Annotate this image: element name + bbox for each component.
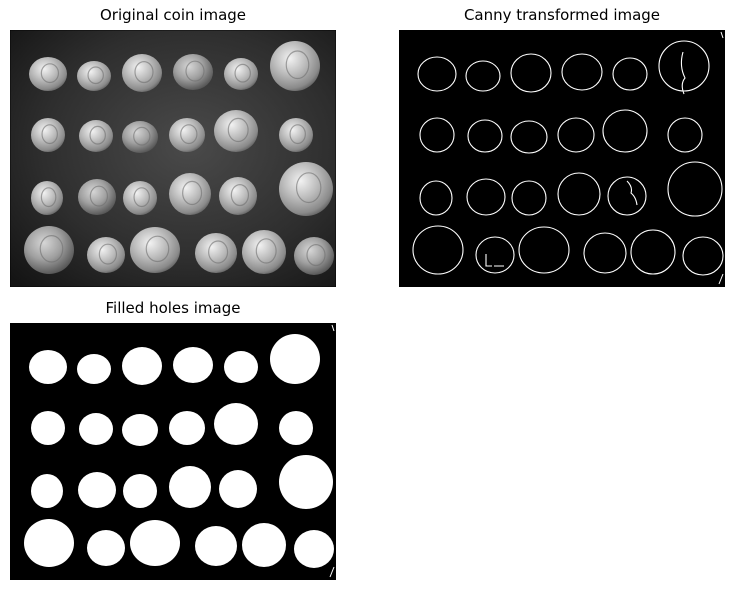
coin-photo	[242, 230, 286, 274]
coin-filled	[78, 472, 116, 508]
coin-photo	[270, 41, 320, 91]
coin-photo	[219, 177, 257, 215]
canny-edge-image	[399, 30, 725, 287]
coin-filled	[214, 403, 258, 445]
panel-title-original: Original coin image	[10, 6, 336, 24]
coin-filled	[242, 523, 286, 567]
coin-filled	[122, 347, 162, 385]
coin-filled	[31, 411, 65, 445]
coin-filled	[169, 411, 205, 445]
coin-filled	[123, 474, 157, 508]
coin-photo	[87, 237, 125, 273]
coin-filled	[87, 530, 125, 566]
coin-photo	[294, 237, 334, 275]
coin-photo	[279, 118, 313, 152]
coin-photo	[77, 61, 111, 91]
original-coin-image	[10, 30, 336, 287]
coin-photo	[79, 120, 113, 152]
coin-filled	[219, 470, 257, 508]
coin-photo	[173, 54, 213, 90]
panel-title-canny: Canny transformed image	[399, 6, 725, 24]
coin-filled	[122, 414, 158, 446]
coin-filled	[77, 354, 111, 384]
coin-filled	[31, 474, 63, 508]
coin-filled	[294, 530, 334, 568]
coin-filled	[279, 411, 313, 445]
coin-photo	[122, 121, 158, 153]
filled-holes-image	[10, 323, 336, 580]
coin-photo	[214, 110, 258, 152]
coin-filled	[29, 350, 67, 384]
coin-filled	[79, 413, 113, 445]
coin-photo	[123, 181, 157, 215]
coin-filled	[130, 520, 180, 566]
coin-photo	[195, 233, 237, 273]
coin-photo	[279, 162, 333, 216]
coin-filled	[195, 526, 237, 566]
panel-title-filled: Filled holes image	[10, 299, 336, 317]
coin-filled	[270, 334, 320, 384]
coin-filled	[224, 351, 258, 383]
coin-filled	[169, 466, 211, 508]
coin-filled	[173, 347, 213, 383]
coin-filled	[24, 519, 74, 567]
coin-photo	[31, 181, 63, 215]
coin-photo	[31, 118, 65, 152]
coin-photo	[78, 179, 116, 215]
coin-photo	[224, 58, 258, 90]
coin-photo	[130, 227, 180, 273]
coin-photo	[122, 54, 162, 92]
coin-photo	[169, 118, 205, 152]
coin-photo	[29, 57, 67, 91]
coin-photo	[24, 226, 74, 274]
coin-photo	[169, 173, 211, 215]
coin-filled	[279, 455, 333, 509]
